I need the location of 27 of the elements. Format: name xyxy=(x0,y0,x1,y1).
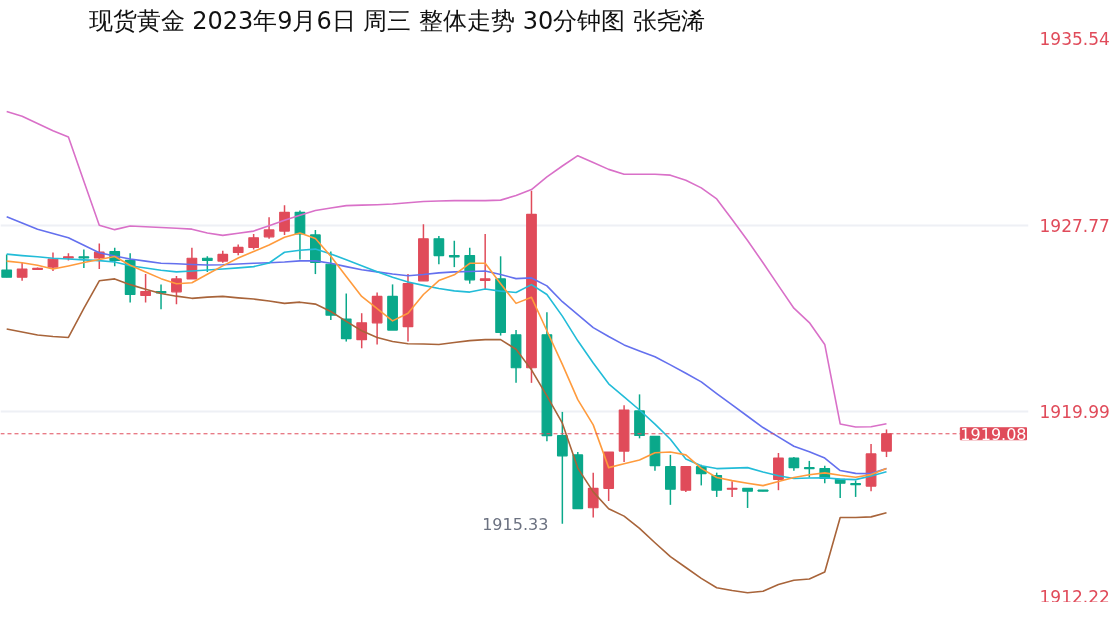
candlestick xyxy=(433,235,445,265)
candlestick xyxy=(773,452,784,491)
candlestick xyxy=(340,292,352,343)
annotation: 1915.33 xyxy=(482,514,549,534)
candlestick xyxy=(263,216,275,240)
candlestick xyxy=(1,253,13,278)
line-series xyxy=(5,110,888,428)
candlestick xyxy=(556,411,568,525)
candlestick xyxy=(356,312,368,350)
candlestick xyxy=(279,204,290,236)
y-tick-label: 1927.77 xyxy=(1039,215,1110,236)
y-tick-label: 1935.54 xyxy=(1039,29,1110,49)
candlestick xyxy=(726,480,738,498)
ref-line-label: 1919.08 xyxy=(960,424,1027,444)
candlestick xyxy=(78,248,90,269)
line-series xyxy=(5,278,888,594)
candlestick xyxy=(140,273,151,304)
candlestick xyxy=(742,487,753,509)
candlestick xyxy=(680,465,692,493)
candlestick xyxy=(171,275,182,306)
y-tick-label: 1919.99 xyxy=(1039,402,1110,423)
y-tick-label: 1912.22 xyxy=(1039,586,1110,607)
candlestick xyxy=(479,233,491,291)
candlestick xyxy=(16,262,28,282)
candlestick xyxy=(665,454,676,506)
candlestick xyxy=(448,239,460,268)
chart-title: 现货黄金 2023年9月6日 周三 整体走势 30分钟图 张尧浠 xyxy=(88,6,705,35)
